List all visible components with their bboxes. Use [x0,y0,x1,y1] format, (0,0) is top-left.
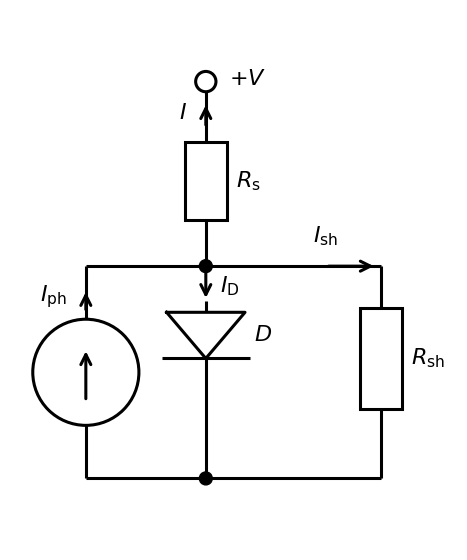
Circle shape [199,472,212,485]
Text: $D$: $D$ [254,325,272,346]
Bar [185,142,226,220]
Text: $I_\mathrm{sh}$: $I_\mathrm{sh}$ [313,224,339,248]
Text: $+V$: $+V$ [229,69,266,89]
Text: $I_\mathrm{ph}$: $I_\mathrm{ph}$ [41,283,67,310]
Bar [361,307,402,409]
Text: $I_\mathrm{D}$: $I_\mathrm{D}$ [219,274,239,297]
Text: $R_\mathrm{sh}$: $R_\mathrm{sh}$ [411,347,445,370]
Text: $I$: $I$ [179,102,187,123]
Polygon shape [167,312,245,358]
Text: $R_\mathrm{s}$: $R_\mathrm{s}$ [236,169,261,193]
Circle shape [199,260,212,273]
